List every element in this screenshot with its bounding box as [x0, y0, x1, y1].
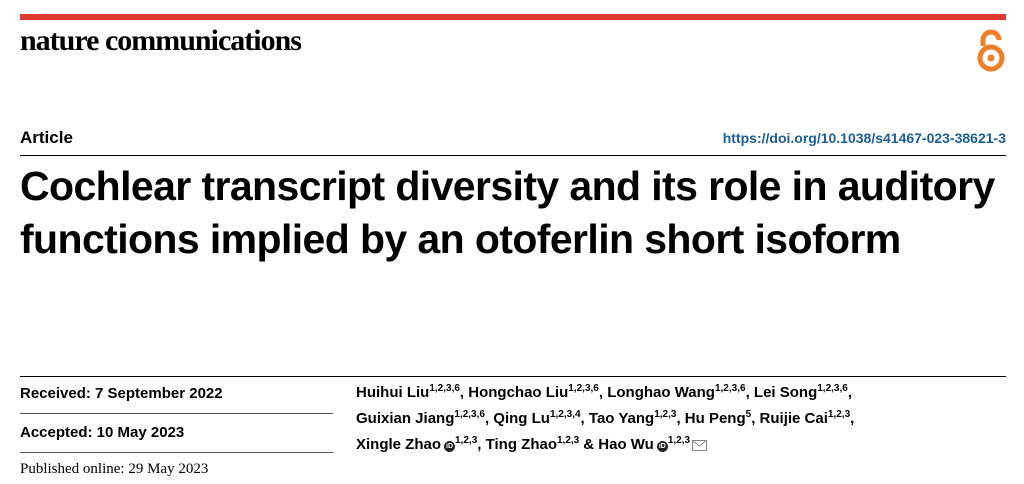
author: Hao Wu iD1,2,3	[598, 435, 708, 453]
author-name: Qing Lu	[493, 410, 550, 427]
author: Lei Song1,2,3,6,	[753, 383, 853, 402]
author: Hongchao Liu1,2,3,6,	[468, 383, 604, 402]
affiliation: 1,2,3,4	[549, 409, 581, 420]
article-title: Cochlear transcript diversity and its ro…	[20, 163, 995, 262]
author: Ting Zhao1,2,3 &	[485, 435, 595, 454]
author-name: Ting Zhao	[485, 436, 557, 453]
author: Huihui Liu1,2,3,6,	[356, 383, 465, 402]
affiliation: 1,2,3	[455, 435, 478, 446]
separator: ,	[751, 410, 756, 427]
rule	[20, 155, 1006, 156]
separator: ,	[850, 410, 855, 427]
author-name: Ruijie Cai	[759, 410, 828, 427]
affiliation: 1,2,3,6	[454, 409, 485, 420]
author: Ruijie Cai1,2,3,	[759, 409, 855, 428]
journal-name: nature communications	[20, 24, 302, 57]
author-name: Hu Peng	[684, 410, 746, 427]
author-name: Hao Wu	[598, 436, 654, 453]
separator: &	[583, 436, 595, 453]
author-name: Guixian Jiang	[356, 410, 455, 427]
published-date: Published online: 29 May 2023	[20, 461, 209, 477]
author: Guixian Jiang1,2,3,6,	[356, 409, 490, 428]
affiliation: 1,2,3	[827, 409, 851, 420]
affiliation: 1,2,3	[557, 435, 580, 446]
author: Longhao Wang1,2,3,6,	[607, 383, 750, 402]
separator: ,	[676, 410, 681, 427]
affiliation: 1,2,3,6	[568, 383, 599, 394]
received-date: Received: 7 September 2022	[20, 385, 223, 402]
author-name: Longhao Wang	[607, 384, 715, 401]
orcid-icon: iD	[656, 441, 668, 452]
author: Tao Yang1,2,3,	[588, 409, 681, 428]
article-type: Article	[20, 128, 73, 147]
author-name: Hongchao Liu	[468, 384, 569, 401]
affiliation: 5	[745, 409, 752, 420]
email-icon[interactable]	[692, 440, 708, 451]
author: Xingle Zhao iD1,2,3,	[356, 435, 482, 454]
rule	[20, 413, 333, 414]
affiliation: 1,2,3	[667, 435, 691, 446]
separator: ,	[745, 384, 750, 401]
author-name: Lei Song	[753, 384, 818, 401]
affiliation: 1,2,3,6	[429, 383, 460, 394]
separator: ,	[477, 436, 482, 453]
separator: ,	[580, 410, 585, 427]
separator: ,	[484, 410, 490, 427]
accepted-date: Accepted: 10 May 2023	[20, 424, 185, 441]
affiliation: 1,2,3	[654, 409, 677, 420]
orcid-icon: iD	[444, 441, 456, 452]
author-name: Huihui Liu	[356, 384, 430, 401]
author: Hu Peng5,	[684, 409, 756, 428]
separator: ,	[847, 384, 853, 401]
author-list: Huihui Liu1,2,3,6, Hongchao Liu1,2,3,6, …	[356, 380, 966, 458]
rule	[20, 452, 333, 453]
author-name: Xingle Zhao	[356, 436, 442, 453]
author-name: Tao Yang	[588, 410, 655, 427]
separator: ,	[459, 384, 465, 401]
rule	[20, 376, 1006, 377]
affiliation: 1,2,3,6	[714, 383, 746, 394]
author: Qing Lu1,2,3,4,	[493, 409, 585, 428]
header-bar	[20, 14, 1006, 20]
separator: ,	[598, 384, 604, 401]
open-access-icon	[977, 29, 1005, 72]
affiliation: 1,2,3,6	[817, 383, 848, 394]
doi-link[interactable]: https://doi.org/10.1038/s41467-023-38621…	[722, 130, 1006, 146]
